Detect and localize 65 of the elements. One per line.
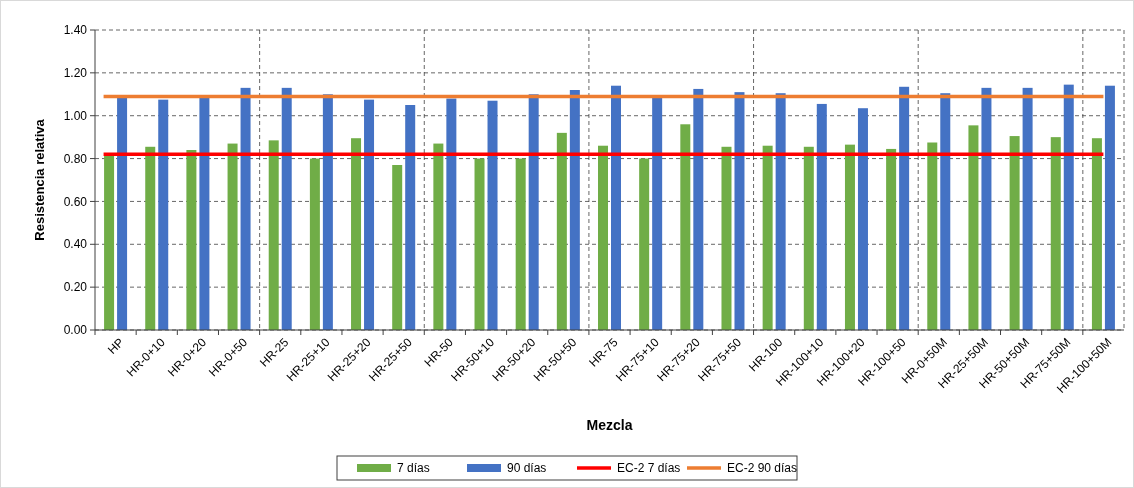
- bar: [240, 87, 251, 330]
- bar: [351, 138, 362, 330]
- legend-label: EC-2 7 días: [617, 461, 681, 476]
- legend-label: 7 días: [397, 461, 430, 476]
- bar: [981, 87, 992, 330]
- y-tick-label: 1.40: [63, 23, 88, 38]
- bar: [281, 87, 292, 330]
- bar: [857, 108, 868, 330]
- bar: [1050, 137, 1061, 330]
- bar: [721, 146, 732, 330]
- y-tick-label: 0.40: [63, 237, 88, 252]
- bar: [775, 93, 786, 330]
- bar: [199, 97, 210, 330]
- bar: [886, 148, 897, 330]
- bar: [392, 165, 403, 330]
- bar: [309, 158, 320, 330]
- bar: [474, 158, 485, 330]
- bar: [364, 99, 375, 330]
- bar: [433, 143, 444, 330]
- bar: [158, 99, 169, 330]
- bar: [611, 85, 621, 330]
- bar: [446, 98, 457, 330]
- y-tick-label: 1.20: [63, 66, 88, 81]
- y-tick-label: 0.00: [63, 323, 88, 338]
- bar: [556, 132, 567, 330]
- bar: [1009, 136, 1020, 330]
- bar: [899, 86, 910, 330]
- x-tick-label: HP: [104, 335, 127, 357]
- bar: [803, 146, 814, 330]
- y-tick-label: 0.80: [63, 151, 88, 166]
- bar: [487, 100, 498, 330]
- bar: [186, 150, 197, 330]
- bar: [734, 92, 745, 330]
- bar: [117, 96, 128, 330]
- bar: [227, 143, 238, 330]
- y-tick-label: 0.60: [63, 194, 88, 209]
- y-axis-title: Resistencia relativa: [32, 118, 47, 241]
- bar: [1063, 84, 1074, 330]
- legend-label: 90 días: [507, 461, 547, 476]
- bar: [145, 146, 156, 330]
- bar: [1104, 85, 1115, 330]
- bar: [968, 125, 979, 330]
- bar: [1022, 87, 1033, 330]
- bar: [940, 93, 951, 330]
- bar: [680, 124, 691, 330]
- bar: [639, 158, 650, 330]
- bar: [816, 103, 827, 330]
- bar: [1091, 138, 1102, 330]
- bar: [405, 105, 416, 330]
- bar: [762, 145, 773, 330]
- bar: [652, 96, 663, 330]
- bar: [322, 94, 333, 330]
- bar: [528, 94, 539, 330]
- bar: [268, 140, 279, 330]
- bar: [598, 145, 608, 330]
- bar: [515, 158, 526, 330]
- bar: [927, 142, 938, 330]
- legend-label: EC-2 90 días: [727, 461, 798, 476]
- y-tick-label: 1.00: [63, 108, 88, 123]
- x-axis-title: Mezcla: [586, 417, 633, 433]
- y-tick-label: 0.20: [63, 280, 88, 295]
- bar: [844, 144, 855, 330]
- bar: [569, 90, 580, 330]
- bar: [104, 154, 115, 330]
- bar: [693, 88, 704, 330]
